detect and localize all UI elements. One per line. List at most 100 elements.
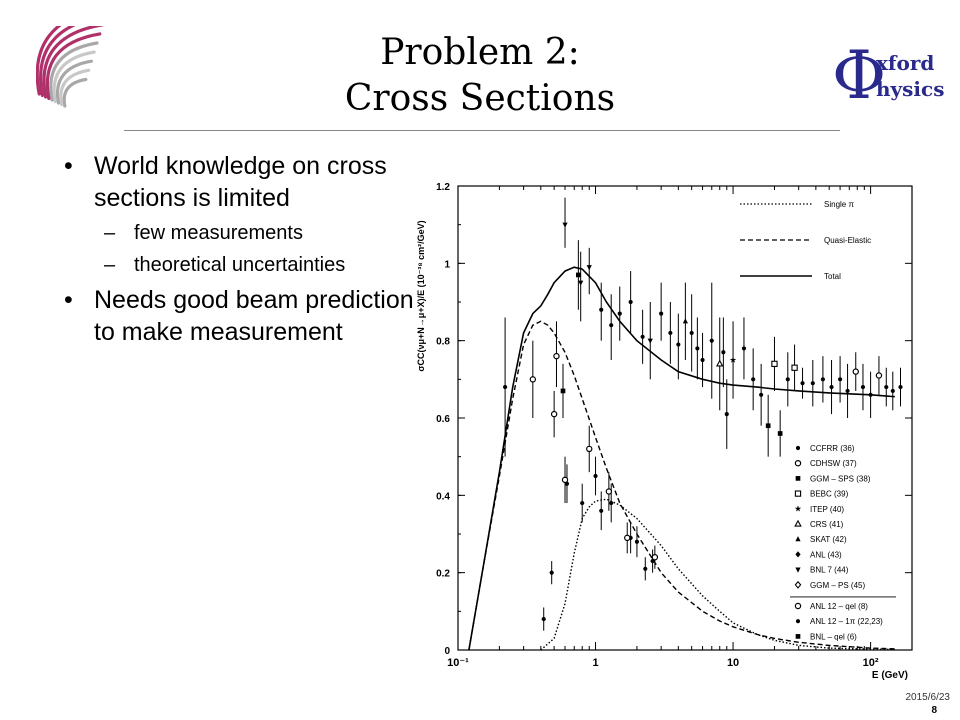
title-line-1: Problem 2: [380,32,580,73]
data-point [724,412,729,417]
title-line-2: Cross Sections [344,78,616,119]
legend-marker [795,619,801,624]
data-point [628,299,633,305]
legend-entry: ANL (43) [810,550,842,559]
data-point [586,445,593,453]
legend-entry: ANL 12 – 1π (22,23) [810,617,883,626]
data-point [605,488,613,495]
legend-label: Quasi-Elastic [824,236,871,245]
y-tick-label: 0.4 [436,491,450,502]
data-point [860,384,866,390]
sub-bullet-theoretical-uncertainties: – theoretical uncertainties [104,254,346,276]
y-tick-label: 0.2 [436,569,450,580]
legend-marker [795,634,801,639]
swirl-logo-icon [36,26,104,108]
x-axis-label: E (GeV) [872,670,908,680]
data-point [695,346,700,351]
data-point [562,222,568,228]
data-point [634,539,640,544]
legend-entry: SKAT (42) [810,535,847,544]
data-point [676,342,681,347]
data-point [549,570,554,575]
legend-marker [795,567,801,573]
legend-entry: GGM – PS (45) [810,581,865,590]
bullet-list: World knowledge on cross sections is lim… [64,150,424,354]
legend-label: Single π [824,200,854,209]
legend-entry: BNL – qel (6) [810,632,857,641]
legend-entry: ITEP (40) [810,505,844,514]
curve-quasi-elastic [468,320,895,651]
legend-marker [795,445,801,451]
page-number: 8 [931,705,937,716]
data-point [599,307,604,312]
data-point [791,364,798,371]
title-divider [124,130,840,131]
data-point [578,280,584,286]
marker-legend: CCFRR (36) CDHSW (37) GGM – SPS (38) BEBC (… [790,444,896,641]
legend-entry: ANL 12 – qel (8) [810,602,868,611]
data-point [800,381,805,386]
logo-word-xford: xford [876,51,934,75]
legend-marker [794,505,802,512]
data-point [810,381,815,386]
data-point [765,423,771,429]
legend-marker [794,580,802,589]
curve-total [468,266,895,651]
legend-marker [794,519,802,527]
sub-bullet-few-measurements: – few measurements [104,222,303,244]
logo-word-hysics: hysics [876,77,944,101]
swirl-stroke [39,26,76,98]
swirl-stroke [45,32,102,101]
y-axis-label: σCC(νμ+N→μ+X)/E (10⁻³⁸ cm²/GeV) [416,220,426,371]
data-point [751,377,756,382]
curve-single- [540,498,895,651]
data-point [599,508,604,513]
x-tick-label: 10² [863,657,879,669]
legend-entry: BNL 7 (44) [810,566,849,575]
swirl-stroke [36,26,62,96]
x-tick-label: 10 [727,657,739,669]
swirl-stroke [55,59,93,105]
data-point [647,338,653,344]
data-point [700,357,705,363]
data-point [553,352,560,360]
data-point [709,338,714,343]
data-point [640,334,645,339]
oxford-physics-logo: Φ xford hysics [832,37,950,114]
data-point [689,330,694,336]
x-tick-label: 10⁻¹ [447,657,469,669]
data-point [580,500,585,506]
legend-marker [794,602,802,610]
data-point [868,392,873,397]
legend-entry: BEBC (39) [810,490,849,499]
data-point [643,566,648,571]
swirl-stroke [62,77,88,108]
legend-marker [795,551,801,558]
legend-entry: CRS (41) [810,520,844,529]
legend-entry: CDHSW (37) [810,459,857,468]
swirl-stroke [52,50,96,104]
data-point [529,376,537,383]
legend-marker [794,460,802,467]
data-point [503,384,508,390]
page-title: Problem 2: Cross Sections [150,30,810,122]
data-point [820,377,825,382]
legend-marker [795,536,801,542]
data-point [845,388,850,394]
swirl-stroke [59,68,91,107]
data-point [609,500,614,506]
data-point [777,431,783,436]
legend-entry: CCFRR (36) [810,444,855,453]
data-point [586,265,592,271]
data-point [576,272,581,278]
data-point [852,368,859,375]
data-point [609,323,614,328]
x-tick-label: 1 [592,657,598,669]
data-point [875,372,883,379]
logo-phi: Φ [832,40,886,110]
data-point [550,410,558,418]
data-point [771,360,778,368]
swirl-stroke [49,41,99,102]
data-point [785,377,790,382]
